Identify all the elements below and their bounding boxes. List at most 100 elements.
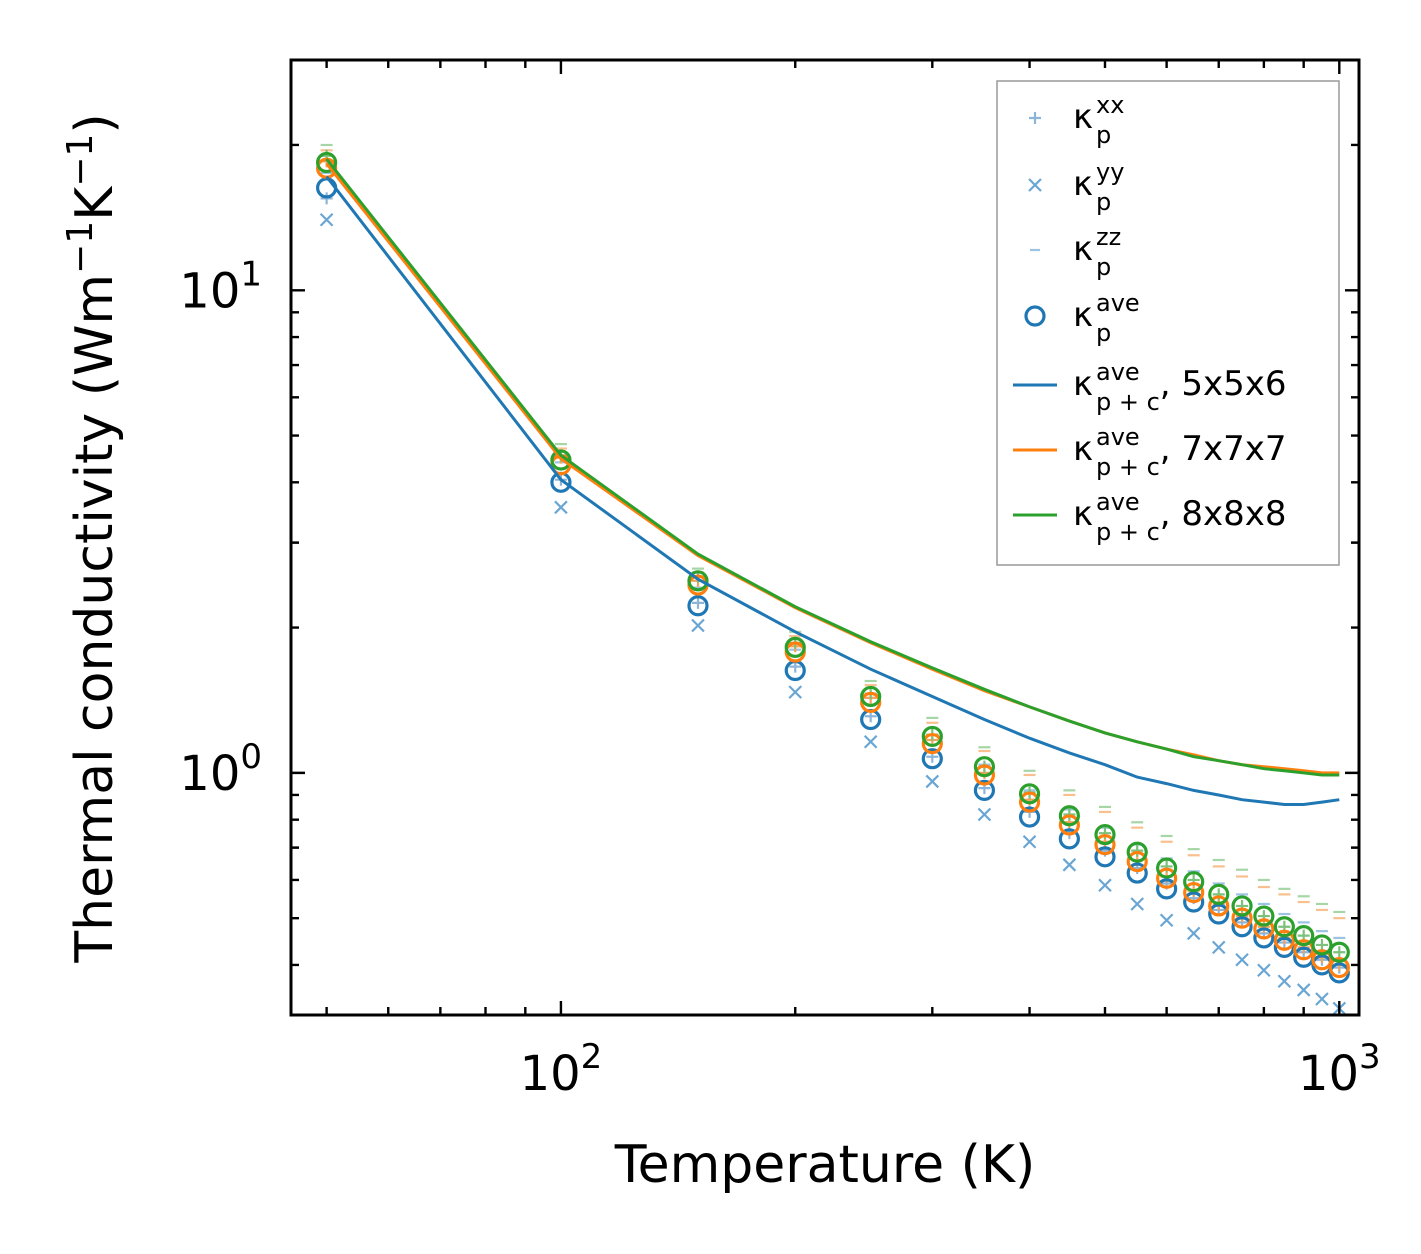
point-average-5x5x6-400K (1018, 806, 1041, 828)
legend-circle-marker (1024, 305, 1046, 327)
point-average-5x5x6-550K (1126, 862, 1148, 884)
y-axis-label: Thermal conductivity (Wm−1K−1) (60, 113, 125, 963)
point-cross-5x5x6-600K (1159, 913, 1174, 928)
legend-entry-1: κ xx p (1029, 91, 1124, 149)
point-cross-5x5x6-450K (1062, 858, 1077, 872)
legend-label-suffix: , 7x7x7 (1160, 429, 1287, 469)
point-average-7x7x7-550K (1126, 850, 1148, 873)
point-cross-5x5x6-150K (691, 618, 705, 633)
point-cross-5x5x6-650K (1186, 926, 1201, 941)
point-average-5x5x6-800K (1253, 927, 1275, 949)
legend-plus-marker (1029, 112, 1041, 124)
point-average-8x8x8-650K (1183, 871, 1205, 893)
legend-label: κ xx p (1073, 91, 1124, 149)
point-average-7x7x7-250K (860, 691, 882, 713)
point-average-8x8x8-900K (1293, 925, 1315, 947)
legend-label: κ ave p (1073, 289, 1140, 347)
legend-label: κ yy p (1073, 158, 1124, 216)
point-cross-5x5x6-500K (1098, 878, 1112, 893)
series-average-5x5x6 (316, 177, 1350, 984)
point-average-5x5x6-650K (1183, 891, 1205, 913)
point-average-8x8x8-500K (1094, 823, 1116, 846)
y-tick-exponent: 1 (240, 254, 262, 294)
x-tick-label: 102 (520, 1037, 603, 1102)
legend-label-base: κ (1073, 494, 1093, 534)
point-average-8x8x8-200K (784, 636, 806, 658)
point-cross-5x5x6-850K (1277, 974, 1292, 989)
point-average-7x7x7-500K (1094, 834, 1116, 856)
point-average-7x7x7-400K (1018, 791, 1041, 813)
legend-label-base: κ (1073, 97, 1093, 137)
legend-label-subscript: p (1096, 121, 1111, 149)
point-average-5x5x6-350K (973, 779, 996, 801)
legend-label: κ ave p + c, 8x8x8 (1073, 488, 1287, 546)
point-plus-8x8x8-550K (1131, 844, 1144, 857)
legend-label-superscript: ave (1096, 423, 1140, 451)
x-tick-exponent: 2 (581, 1037, 603, 1077)
legend-label-superscript: zz (1096, 223, 1121, 251)
series-average-8x8x8 (316, 151, 1350, 963)
plot-area (316, 143, 1350, 1016)
point-average-5x5x6-600K (1156, 878, 1178, 900)
y-tick-exponent: 0 (240, 737, 262, 777)
y-axis-label-mid: K (65, 185, 125, 221)
point-average-7x7x7-700K (1208, 895, 1230, 917)
legend-label-superscript: ave (1096, 358, 1140, 386)
legend-entry-6: κ ave p + c, 7x7x7 (1013, 423, 1287, 481)
line-series-1 (325, 175, 1340, 806)
point-average-5x5x6-450K (1058, 828, 1080, 850)
point-average-5x5x6-700K (1208, 903, 1230, 925)
point-average-5x5x6-750K (1231, 916, 1253, 938)
point-average-5x5x6-300K (921, 748, 943, 770)
legend-label-base: κ (1073, 364, 1093, 404)
legend-label-base: κ (1073, 429, 1093, 469)
x-tick-exponent: 3 (1359, 1037, 1381, 1077)
point-average-7x7x7-300K (921, 732, 943, 755)
y-tick-base: 10 (179, 263, 240, 319)
point-cross-5x5x6-300K (925, 774, 940, 789)
y-axis-label-sup1: −1 (60, 221, 101, 274)
point-cross-5x5x6-800K (1257, 963, 1271, 978)
point-average-7x7x7-1000K (1328, 956, 1350, 979)
legend-label-superscript: ave (1096, 289, 1140, 317)
legend-entry-7: κ ave p + c, 8x8x8 (1013, 488, 1287, 546)
legend-label-base: κ (1073, 164, 1093, 204)
point-plus-8x8x8-1000K (1333, 946, 1346, 959)
point-average-7x7x7-750K (1231, 907, 1253, 929)
legend-entry-4: κ ave p (1024, 289, 1140, 347)
point-cross-5x5x6-350K (977, 807, 992, 822)
legend-label: κ ave p + c, 5x5x6 (1073, 358, 1287, 416)
point-average-5x5x6-850K (1273, 936, 1295, 958)
x-tick-base: 10 (1298, 1046, 1359, 1102)
point-cross-5x5x6-700K (1211, 940, 1226, 955)
x-tick-base: 10 (520, 1046, 581, 1102)
legend-label-superscript: ave (1096, 488, 1140, 516)
legend-label: κ ave p + c, 7x7x7 (1073, 423, 1287, 481)
point-average-7x7x7-950K (1311, 949, 1333, 971)
y-axis-label-end: ) (65, 113, 125, 133)
point-cross-5x5x6-200K (788, 685, 803, 699)
legend-label-subscript: p (1096, 253, 1111, 281)
point-cross-5x5x6-550K (1130, 897, 1144, 911)
point-cross-5x5x6-950K (1315, 992, 1329, 1006)
point-average-8x8x8-800K (1253, 905, 1275, 927)
x-tick-label: 103 (1298, 1037, 1381, 1102)
point-average-8x8x8-750K (1231, 895, 1253, 917)
point-plus-7x7x7-800K (1257, 920, 1270, 933)
point-average-5x5x6-500K (1094, 846, 1116, 868)
series-cross-5x5x6 (319, 212, 1347, 1016)
point-average-7x7x7-850K (1273, 929, 1295, 951)
legend-label-superscript: yy (1096, 158, 1124, 186)
point-cross-5x5x6-50K (319, 212, 334, 227)
y-tick-label: 100 (179, 737, 262, 802)
legend-label-subscript: p (1096, 319, 1111, 347)
point-average-7x7x7-800K (1253, 918, 1275, 940)
legend-label-subscript: p + c (1096, 453, 1160, 481)
legend-label-subscript: p (1096, 188, 1111, 216)
point-plus-8x8x8-950K (1315, 938, 1328, 951)
point-average-7x7x7-650K (1183, 881, 1205, 904)
legend-entry-5: κ ave p + c, 5x5x6 (1013, 358, 1287, 416)
legend-label-suffix: , 8x8x8 (1160, 494, 1287, 534)
